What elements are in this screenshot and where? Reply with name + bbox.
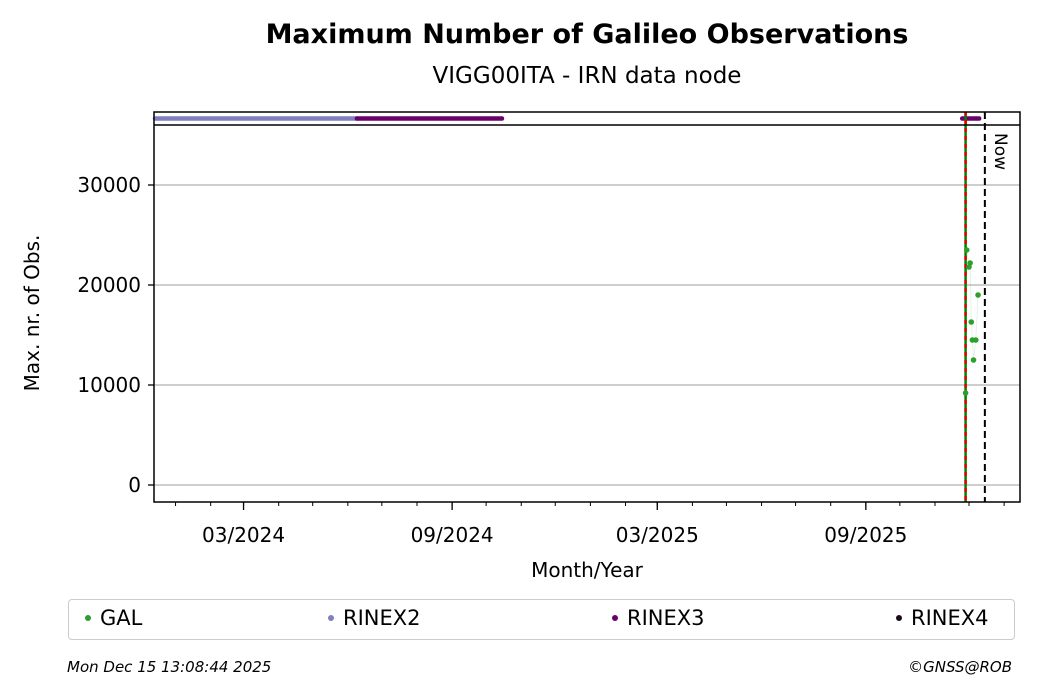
- gal-point: [972, 337, 979, 343]
- legend-label: GAL: [100, 606, 143, 630]
- gal-marker-icon: [85, 615, 91, 621]
- rinex2-marker-icon: [328, 615, 334, 621]
- gal-point: [968, 319, 975, 325]
- legend-item-gal: GAL: [85, 606, 142, 630]
- gal-point: [962, 390, 969, 396]
- data-marks: Now: [962, 112, 1010, 502]
- legend-label: RINEX4: [911, 606, 989, 630]
- y-tick-label: 20000: [77, 273, 141, 297]
- gridlines: [154, 184, 1020, 486]
- legend-item-rinex2: RINEX2: [328, 606, 421, 630]
- x-tick-label: 09/2025: [824, 523, 907, 547]
- gal-point: [975, 292, 981, 298]
- gal-point: [970, 357, 977, 363]
- rinex4-marker-icon: [896, 615, 902, 621]
- gal-point: [967, 260, 973, 266]
- gal-point: [963, 247, 970, 253]
- y-axis-label: Max. nr. of Obs.: [20, 235, 44, 392]
- x-axis-label: Month/Year: [531, 558, 644, 582]
- x-tick-label: 03/2025: [616, 523, 699, 547]
- rinex3-marker-icon: [612, 615, 618, 621]
- chart-title: Maximum Number of Galileo Observations: [266, 19, 909, 50]
- now-label: Now: [990, 133, 1010, 170]
- chart-subtitle: VIGG00ITA - IRN data node: [433, 63, 742, 89]
- legend-label: RINEX2: [343, 606, 421, 630]
- axes: 0 10000 20000 30000 03/2024 09/2024 03/2025 09/…: [77, 173, 1005, 547]
- legend-item-rinex3: RINEX3: [612, 606, 705, 630]
- x-tick-label: 09/2024: [411, 523, 494, 547]
- footer-copyright: ©GNSS@ROB: [908, 658, 1012, 676]
- legend-label: RINEX3: [627, 606, 705, 630]
- legend-item-rinex4: RINEX4: [896, 606, 989, 630]
- y-tick-label: 10000: [77, 373, 141, 397]
- plot-frame: [153, 111, 1021, 503]
- y-tick-label: 30000: [77, 173, 141, 197]
- footer-timestamp: Mon Dec 15 13:08:44 2025: [67, 658, 272, 676]
- y-tick-label: 0: [128, 473, 141, 497]
- legend: GAL RINEX2 RINEX3 RINEX4: [68, 599, 1015, 640]
- x-tick-label: 03/2024: [202, 523, 285, 547]
